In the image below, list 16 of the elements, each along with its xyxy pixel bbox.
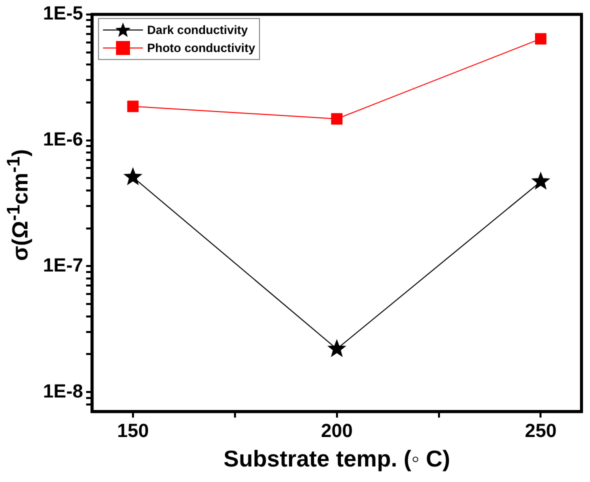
point xyxy=(531,172,550,190)
x-tick-label: 150 xyxy=(117,421,149,442)
legend-label: Photo conductivity xyxy=(147,41,256,56)
x-axis-title: Substrate temp. (◦ C) xyxy=(223,446,450,472)
y-tick-label: 1E-8 xyxy=(42,381,84,402)
y-tick-label: 1E-7 xyxy=(42,255,84,276)
y-tick-label: 1E-5 xyxy=(42,4,84,25)
point xyxy=(535,33,546,44)
point xyxy=(327,338,346,358)
point xyxy=(123,167,142,186)
x-tick-label: 200 xyxy=(320,421,353,442)
point xyxy=(331,113,343,125)
x-tick-label: 250 xyxy=(524,421,557,442)
y-tick-label: 1E-6 xyxy=(42,130,84,151)
legend-label: Dark conductivity xyxy=(147,23,248,38)
point xyxy=(127,100,139,112)
